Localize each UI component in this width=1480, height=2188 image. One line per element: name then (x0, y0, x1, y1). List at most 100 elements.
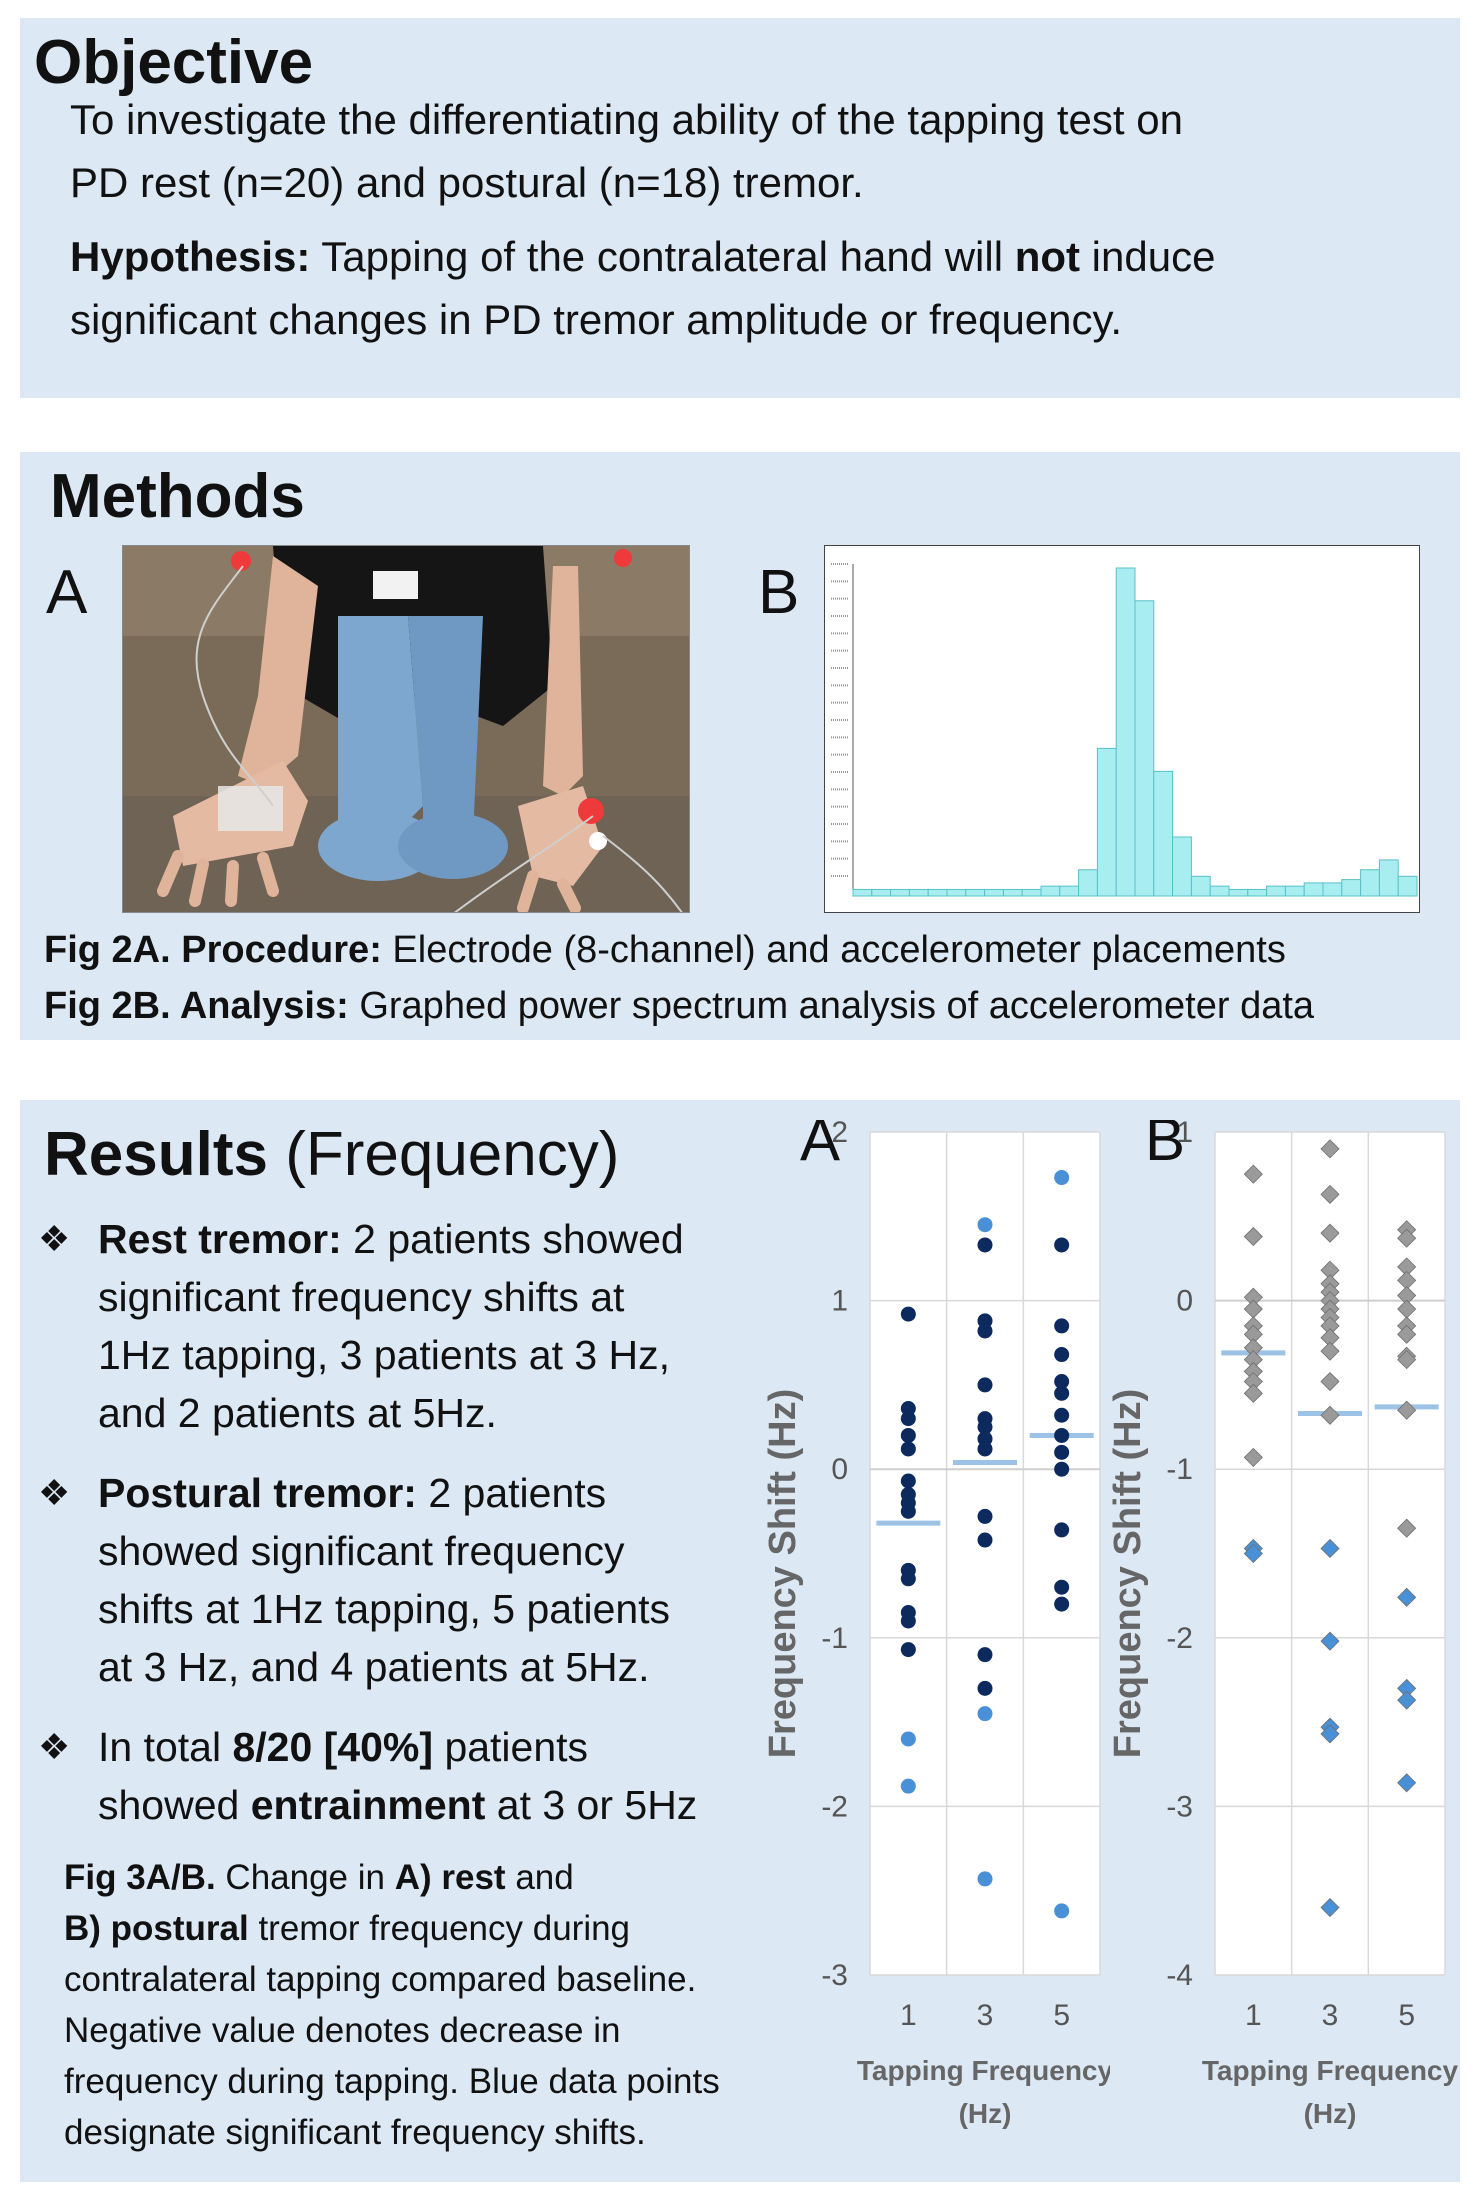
x-tick-label: 1 (1245, 1999, 1262, 2032)
fig3-caption-t3: tremor frequency during (248, 1909, 631, 1948)
data-point (1054, 1347, 1070, 1363)
total-pre: In total (98, 1724, 233, 1770)
hypothesis-text: Hypothesis: Tapping of the contralateral… (70, 225, 1440, 351)
data-point (1397, 1350, 1417, 1370)
rest-tremor-text: 2 patients showed (341, 1216, 684, 1262)
fig3-caption-line-6: designate significant frequency shifts. (64, 2113, 646, 2152)
spectrum-bar (1228, 888, 1249, 897)
spectrum-bar (1096, 747, 1117, 897)
spectrum-bar (1059, 885, 1080, 897)
y-axis-label: Frequency Shift (Hz) (1107, 1389, 1149, 1758)
spectrum-bar (1115, 567, 1136, 897)
fig3-caption-t2: and (505, 1858, 574, 1897)
spectrum-bar (1303, 882, 1324, 897)
data-point (977, 1508, 993, 1524)
y-tick-label: 1 (831, 1285, 848, 1318)
significant-data-point (1320, 1538, 1340, 1559)
fig2a-letter: A (46, 558, 88, 627)
data-point (1243, 1383, 1263, 1403)
power-spectrum-plot (831, 563, 1418, 897)
data-point (900, 1613, 916, 1629)
y-tick-label: -4 (1166, 1959, 1193, 1992)
data-point (1054, 1318, 1070, 1334)
significant-data-point (1243, 1543, 1263, 1564)
procedure-photo (122, 545, 690, 913)
spectrum-bar (1360, 869, 1380, 897)
spectrum-bar (1397, 875, 1418, 897)
y-tick-label: -3 (821, 1959, 848, 1992)
postural-tremor-label: Postural tremor: (98, 1470, 417, 1516)
data-point (1397, 1228, 1417, 1248)
y-tick-label: -3 (1166, 1790, 1193, 1823)
total-post: patients (433, 1724, 589, 1770)
significant-data-point (1320, 1724, 1340, 1744)
fig3-caption-line-1: Fig 3A/B. Change in A) rest and (64, 1852, 844, 1903)
data-point (977, 1323, 993, 1339)
spectrum-bar (1378, 859, 1399, 897)
bullet-total-line-2: showed entrainment at 3 or 5Hz (98, 1776, 778, 1834)
data-point (1397, 1324, 1417, 1344)
data-point (977, 1237, 993, 1253)
procedure-photo-image (123, 546, 689, 912)
data-point (900, 1306, 916, 1322)
results-panel: Results (Frequency) ❖ Rest tremor: 2 pat… (20, 1100, 1460, 2182)
diamond-bullet-icon: ❖ (38, 1726, 71, 1767)
results-title-light: (Frequency) (267, 1120, 620, 1189)
methods-title: Methods (50, 462, 305, 531)
data-point (1243, 1447, 1263, 1467)
postural-tremor-text: 2 patients (416, 1470, 607, 1516)
bullet-rest-tremor: ❖ Rest tremor: 2 patients showed signifi… (38, 1210, 778, 1442)
hypothesis-post: induce (1080, 233, 1216, 280)
plot-area (870, 1132, 1100, 1975)
significant-data-point (1320, 1897, 1340, 1918)
rest-tremor-label: Rest tremor: (98, 1216, 342, 1262)
objective-title: Objective (34, 28, 314, 97)
bullet-rest-line-1: Rest tremor: 2 patients showed (98, 1210, 778, 1268)
spectrum-bar (1078, 869, 1098, 897)
spectrum-bar (1284, 885, 1305, 897)
y-tick-label: -2 (821, 1790, 848, 1823)
objective-line-1: To investigate the differentiating abili… (70, 96, 1183, 143)
results-title: Results (Frequency) (44, 1124, 619, 1186)
bullet-rest-line-3: 1Hz tapping, 3 patients at 3 Hz, (98, 1332, 671, 1378)
data-point (1243, 1226, 1263, 1247)
data-point (1320, 1371, 1340, 1392)
total-line2-post: at 3 or 5Hz (485, 1782, 698, 1828)
data-point (977, 1441, 993, 1457)
spectrum-bar (908, 888, 929, 897)
data-point (977, 1680, 993, 1696)
data-point (1054, 1522, 1070, 1538)
spectrum-bar (890, 888, 910, 897)
fig3-caption-b: B) postural (64, 1909, 249, 1948)
y-tick-label: -1 (821, 1622, 848, 1655)
significant-data-point (1320, 1631, 1340, 1651)
x-tick-label: 5 (1053, 1999, 1070, 2032)
bullet-postural-line-1: Postural tremor: 2 patients (98, 1464, 778, 1522)
fig3-caption-a: A) rest (394, 1858, 506, 1897)
data-point (1320, 1139, 1340, 1159)
hypothesis-line-2: significant changes in PD tremor amplitu… (70, 296, 1123, 343)
data-point (900, 1411, 916, 1427)
fig2a-caption-text: Electrode (8-channel) and accelerometer … (381, 929, 1286, 971)
fig3-caption-line-4: Negative value denotes decrease in (64, 2011, 621, 2050)
significant-data-point (1054, 1903, 1070, 1919)
fig3-caption-line-5: frequency during tapping. Blue data poin… (64, 2062, 720, 2101)
data-point (1397, 1400, 1417, 1420)
data-point (1054, 1407, 1070, 1423)
y-tick-label: 0 (831, 1453, 848, 1486)
fig2b-caption-label: Fig 2B. Analysis: (44, 985, 349, 1027)
diamond-bullet-icon: ❖ (38, 1472, 71, 1513)
significant-data-point (1397, 1587, 1417, 1607)
significant-data-point (977, 1706, 993, 1722)
data-point (977, 1532, 993, 1548)
y-tick-label: 0 (1176, 1285, 1193, 1318)
data-point (900, 1473, 916, 1489)
fig3-caption-line-2: B) postural tremor frequency during (64, 1903, 844, 1954)
hypothesis-label: Hypothesis: (70, 233, 311, 280)
fig3b-chart: B 1 0 -1 -2 -3 -4 1 3 5 Tapping Frequency (Hz) Frequ… (1105, 1106, 1460, 2185)
significant-data-point (977, 1217, 993, 1233)
data-point (1320, 1341, 1340, 1361)
spectrum-bar (852, 888, 873, 897)
data-point (900, 1642, 916, 1658)
